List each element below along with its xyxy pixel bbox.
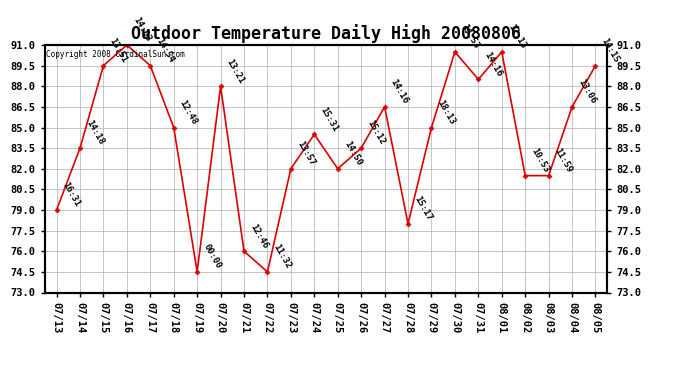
Text: 14:54: 14:54	[155, 36, 176, 64]
Text: 15:17: 15:17	[412, 195, 433, 222]
Text: 13:51: 13:51	[108, 36, 129, 64]
Text: 13:21: 13:21	[225, 57, 246, 85]
Text: 12:48: 12:48	[178, 98, 199, 126]
Text: 10:53: 10:53	[529, 147, 551, 174]
Text: 14:03: 14:03	[131, 16, 152, 44]
Text: 11:59: 11:59	[553, 147, 574, 174]
Text: 14:15: 14:15	[600, 36, 621, 64]
Text: 00:00: 00:00	[201, 243, 223, 270]
Title: Outdoor Temperature Daily High 20080806: Outdoor Temperature Daily High 20080806	[131, 24, 521, 44]
Text: 13:57: 13:57	[295, 140, 316, 167]
Text: 15:31: 15:31	[319, 105, 339, 133]
Text: 11:32: 11:32	[272, 243, 293, 270]
Text: 14:50: 14:50	[342, 140, 363, 167]
Text: 18:13: 18:13	[435, 98, 457, 126]
Text: 16:31: 16:31	[61, 181, 82, 209]
Text: 14:18: 14:18	[84, 119, 106, 147]
Text: 14:16: 14:16	[482, 50, 504, 78]
Text: Copyright 2008 CardinalSun.com: Copyright 2008 CardinalSun.com	[46, 50, 185, 59]
Text: 12:46: 12:46	[248, 222, 269, 250]
Text: 15:12: 15:12	[365, 119, 386, 147]
Text: 14:16: 14:16	[388, 78, 410, 105]
Text: 12:13: 12:13	[506, 23, 527, 51]
Text: 14:53: 14:53	[459, 23, 480, 51]
Text: 13:06: 13:06	[576, 78, 598, 105]
